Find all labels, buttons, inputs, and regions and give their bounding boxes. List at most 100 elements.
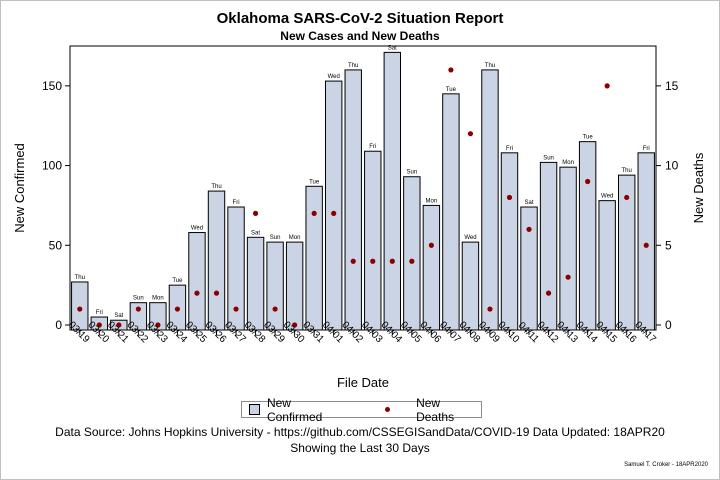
death-point: [585, 178, 591, 185]
chart-area: Thu Fri Sat Sun Mon Tue Wed Thu Fri Sat Sun Mon Tue W…: [12, 45, 706, 390]
death-point: [135, 306, 141, 312]
death-point: [252, 210, 259, 216]
death-series: [77, 67, 649, 328]
x-axis-label: File Date: [337, 375, 389, 390]
bar-weekday-label: Sat: [525, 200, 534, 206]
y2-axis-label: New Deaths: [691, 152, 706, 223]
y-tick-label: 150: [42, 79, 62, 93]
legend: New Confirmed New Deaths: [241, 396, 482, 424]
death-point: [545, 290, 552, 296]
bar-weekday-label: Thu: [622, 168, 632, 174]
bar: [559, 166, 577, 331]
death-point: [213, 290, 220, 296]
bar-series: Thu Fri Sat Sun Mon Tue Wed Thu Fri Sat Sun Mon Tue W…: [71, 45, 655, 331]
death-point: [77, 306, 83, 312]
bar-weekday-label: Wed: [464, 235, 476, 241]
death-point: [604, 83, 610, 89]
death-point: [389, 258, 395, 264]
y-axis-label: New Confirmed: [12, 143, 27, 233]
y-tick-label: 50: [49, 238, 63, 252]
bar: [520, 206, 538, 331]
bar-weekday-label: Thu: [485, 63, 495, 69]
death-point: [565, 274, 571, 280]
bar-weekday-label: Fri: [506, 146, 513, 152]
bar: [578, 141, 597, 331]
bar-weekday-label: Sun: [406, 170, 417, 176]
plot-border: [69, 45, 657, 331]
bar-weekday-label: Wed: [191, 226, 203, 232]
bar-weekday-label: Mon: [152, 296, 164, 302]
bar: [637, 152, 655, 331]
legend-cases-label: New Confirmed: [266, 395, 323, 424]
bar-weekday-label: Tue: [309, 179, 320, 185]
bar: [266, 241, 284, 331]
bar-weekday-label: Thu: [75, 275, 85, 281]
bar-weekday-label: Thu: [348, 63, 358, 69]
death-point: [350, 258, 356, 264]
death-point: [506, 194, 513, 201]
window-note: Showing the Last 30 Days: [290, 441, 430, 455]
death-point: [370, 258, 376, 264]
bar: [403, 176, 421, 331]
bar-weekday-label: Wed: [601, 194, 613, 200]
death-point: [487, 306, 493, 312]
bar-weekday-label: Tue: [446, 87, 457, 93]
bar: [422, 204, 441, 331]
y-tick-label: 0: [55, 318, 62, 332]
bar-weekday-label: Fri: [369, 144, 376, 150]
bar: [500, 152, 519, 331]
legend-dot-marker: [385, 407, 391, 412]
bar-weekday-label: Sat: [388, 45, 397, 51]
bar-weekday-label: Mon: [426, 198, 438, 204]
bar: [344, 69, 362, 331]
bar-weekday-label: Mon: [289, 235, 301, 241]
bar-weekday-label: Tue: [172, 278, 183, 284]
death-point: [311, 210, 317, 216]
bar: [598, 200, 616, 331]
death-point: [448, 67, 454, 73]
bar: [481, 69, 499, 331]
bar-weekday-label: Tue: [583, 135, 594, 141]
y2-tick-label: 10: [665, 159, 679, 173]
bar: [188, 232, 206, 331]
death-point: [643, 242, 649, 248]
bar: [383, 51, 402, 331]
death-point: [624, 194, 630, 201]
bar: [246, 236, 265, 331]
data-source-note: Data Source: Johns Hopkins University - …: [55, 425, 665, 439]
chart-subtitle: New Cases and New Deaths: [280, 29, 440, 43]
death-point: [467, 131, 474, 137]
bar: [461, 241, 480, 331]
bar-weekday-label: Wed: [328, 74, 340, 80]
death-point: [194, 290, 200, 296]
author-credit: Samuel T. Croker - 18APR2020: [624, 462, 708, 468]
bar: [285, 241, 304, 331]
bar-weekday-label: Sat: [114, 313, 123, 319]
death-point: [292, 322, 298, 328]
bar: [364, 150, 382, 331]
bar-weekday-label: Sun: [133, 296, 144, 302]
bar-weekday-label: Mon: [562, 160, 574, 166]
legend-bar-swatch: [249, 404, 260, 415]
death-point: [155, 322, 161, 328]
legend-deaths-label: New Deaths: [416, 395, 455, 424]
bar-weekday-label: Fri: [643, 146, 650, 152]
bar: [442, 93, 460, 331]
bar-weekday-label: Fri: [96, 310, 103, 316]
bar-weekday-label: Thu: [211, 184, 221, 190]
death-point: [116, 322, 122, 328]
chart-title: Oklahoma SARS-CoV-2 Situation Report: [216, 10, 504, 27]
death-point: [428, 242, 434, 248]
bar-weekday-label: Sun: [543, 155, 554, 161]
bar-weekday-label: Sun: [270, 235, 281, 241]
bar-weekday-label: Fri: [233, 200, 240, 206]
death-point: [96, 322, 102, 328]
bar: [305, 185, 323, 331]
death-point: [331, 210, 337, 216]
y2-tick-label: 0: [665, 318, 672, 332]
y2-tick-label: 15: [665, 79, 679, 93]
bar-weekday-label: Sat: [251, 230, 260, 236]
death-point: [409, 258, 415, 264]
death-point: [174, 306, 181, 312]
death-point: [233, 306, 239, 312]
